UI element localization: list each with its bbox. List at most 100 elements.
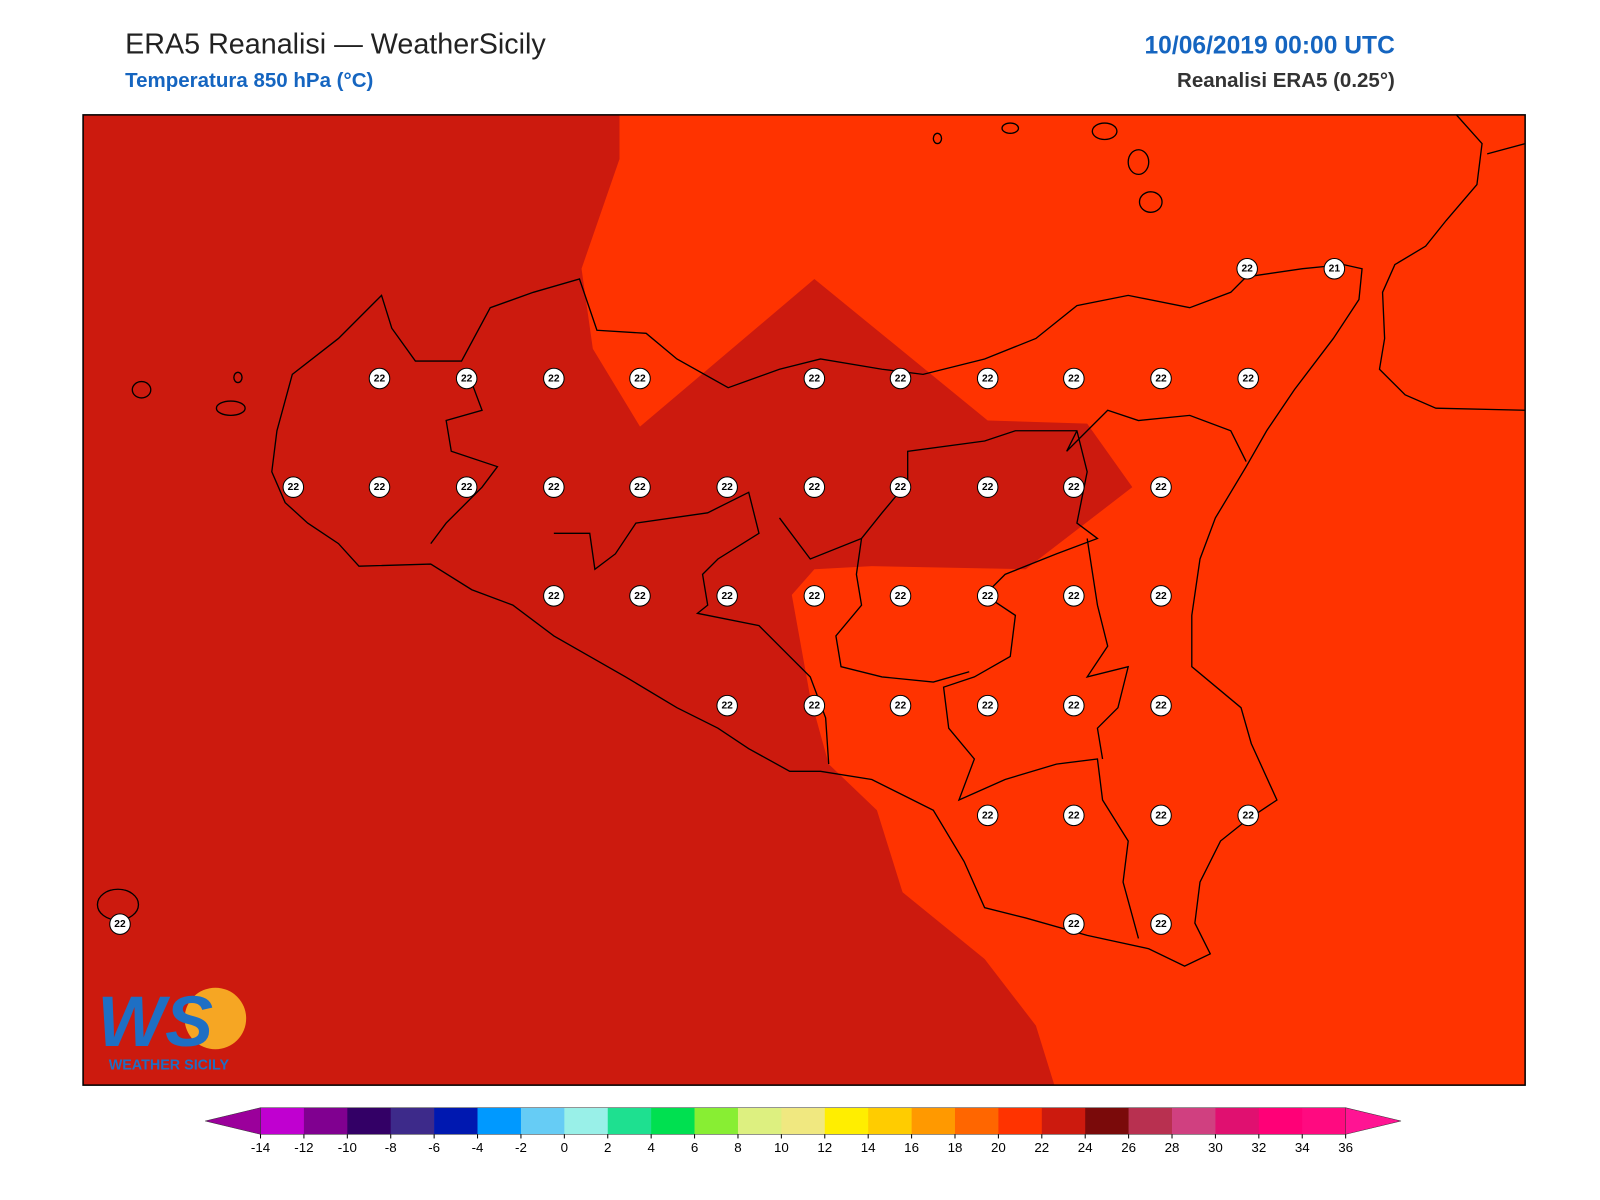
colorbar-segment — [347, 1107, 392, 1135]
station-marker — [889, 476, 912, 498]
station-marker — [1150, 367, 1172, 390]
field-22-24 — [83, 114, 1133, 1086]
colorbar-tick-label: 0 — [561, 1140, 568, 1155]
colorbar: -14 -12 -10 -8 -6 -4 -2 0 2 4 6 8 10 12 14 16 18 20 22 24 26… — [205, 1107, 1402, 1155]
station-value: 22 — [548, 373, 560, 384]
map-frame — [82, 114, 1526, 1086]
station-marker — [543, 585, 565, 607]
station-value: 22 — [1068, 919, 1080, 930]
colorbar-tick-label: 16 — [904, 1140, 919, 1155]
colorbar-segment — [1085, 1107, 1129, 1135]
station-marker — [976, 585, 999, 607]
colorbar-segment — [607, 1107, 652, 1135]
station-marker — [1063, 367, 1085, 390]
colorbar-segment — [1172, 1107, 1216, 1135]
colorbar-segment — [260, 1107, 305, 1135]
colorbar-segment — [911, 1107, 956, 1135]
station-marker — [1236, 257, 1258, 280]
colorbar-segment — [651, 1107, 695, 1135]
islands — [96, 122, 1163, 921]
colorbar-tick-label: -14 — [251, 1140, 271, 1155]
colorbar-tick-label: 22 — [1034, 1140, 1049, 1155]
logo-mark: WS — [97, 982, 213, 1062]
station-value: 22 — [1243, 810, 1255, 821]
station-value: 22 — [982, 701, 994, 712]
colorbar-tick-label: 36 — [1338, 1140, 1353, 1155]
colorbar-tick-label: 2 — [604, 1140, 611, 1155]
colorbar-tick-label: -6 — [428, 1140, 440, 1155]
station-value: 22 — [634, 591, 646, 602]
station-marker — [368, 476, 391, 498]
station-marker — [803, 476, 826, 498]
station-marker — [1323, 257, 1346, 280]
station-marker — [629, 585, 651, 607]
station-marker — [976, 804, 999, 827]
station-value: 22 — [374, 373, 386, 384]
station-value: 22 — [982, 482, 994, 493]
colorbar-segment — [1215, 1107, 1260, 1135]
colorbar-tick-label: 32 — [1251, 1140, 1266, 1155]
sicily-coast — [271, 263, 1363, 967]
station-marker — [629, 476, 651, 498]
colorbar-tick-label: 26 — [1121, 1140, 1136, 1155]
colorbar-frame — [260, 1107, 1346, 1135]
station-value: 22 — [895, 373, 907, 384]
colorbar-tick-label: -8 — [385, 1140, 397, 1155]
station-value: 22 — [895, 482, 907, 493]
station-marker — [455, 476, 478, 498]
station-marker — [109, 913, 131, 935]
colorbar-segment — [390, 1107, 435, 1135]
colorbar-segment — [868, 1107, 912, 1135]
station-value: 22 — [548, 482, 560, 493]
station-marker — [1063, 804, 1085, 827]
station-marker — [889, 367, 912, 390]
station-marker — [1237, 367, 1259, 390]
colorbar-segment — [564, 1107, 609, 1135]
station-value: 22 — [809, 373, 821, 384]
station-marker — [1150, 913, 1172, 935]
station-marker — [1063, 585, 1085, 607]
station-value: 22 — [634, 482, 646, 493]
station-marker — [976, 476, 999, 498]
colorbar-tick-label: 24 — [1078, 1140, 1093, 1155]
calabria-coast — [1378, 114, 1526, 411]
station-marker — [1237, 804, 1259, 827]
station-value: 22 — [721, 701, 733, 712]
station-value: 22 — [982, 591, 994, 602]
station-marker — [976, 367, 999, 390]
station-value: 22 — [809, 701, 821, 712]
colorbar-tick-label: 20 — [991, 1140, 1006, 1155]
station-marker — [629, 367, 651, 390]
station-value: 21 — [1329, 264, 1341, 275]
station-value: 22 — [1155, 482, 1167, 493]
map — [82, 114, 1526, 1086]
point-layer: 22 21 22 22 22 22 22 22 22 22 22 22 22 22 22 22 22 22 22 22… — [109, 257, 1346, 935]
station-value: 22 — [1243, 373, 1255, 384]
station-value: 22 — [982, 810, 994, 821]
station-value: 22 — [461, 373, 473, 384]
colorbar-segment — [694, 1107, 739, 1135]
station-marker — [1063, 694, 1085, 717]
station-marker — [889, 694, 912, 717]
station-value: 22 — [1068, 373, 1080, 384]
station-marker — [543, 367, 565, 390]
station-value: 22 — [1155, 373, 1167, 384]
logo: WS WEATHER SICILY — [97, 982, 247, 1074]
colorbar-segment — [998, 1107, 1043, 1135]
station-marker — [1150, 694, 1172, 717]
colorbar-under — [205, 1107, 261, 1135]
subtitle: Temperatura 850 hPa (°C) — [125, 69, 373, 92]
station-marker — [716, 476, 738, 498]
station-marker — [976, 694, 999, 717]
station-value: 22 — [1068, 810, 1080, 821]
station-value: 22 — [982, 373, 994, 384]
station-marker — [716, 694, 738, 717]
colorbar-tick-label: 14 — [861, 1140, 876, 1155]
station-value: 22 — [1068, 701, 1080, 712]
colorbar-tick-label: 34 — [1295, 1140, 1310, 1155]
station-marker — [803, 694, 826, 717]
colorbar-segment — [1302, 1107, 1346, 1135]
logo-sun — [184, 987, 247, 1050]
colorbar-segment — [477, 1107, 522, 1135]
colorbar-segment — [954, 1107, 999, 1135]
